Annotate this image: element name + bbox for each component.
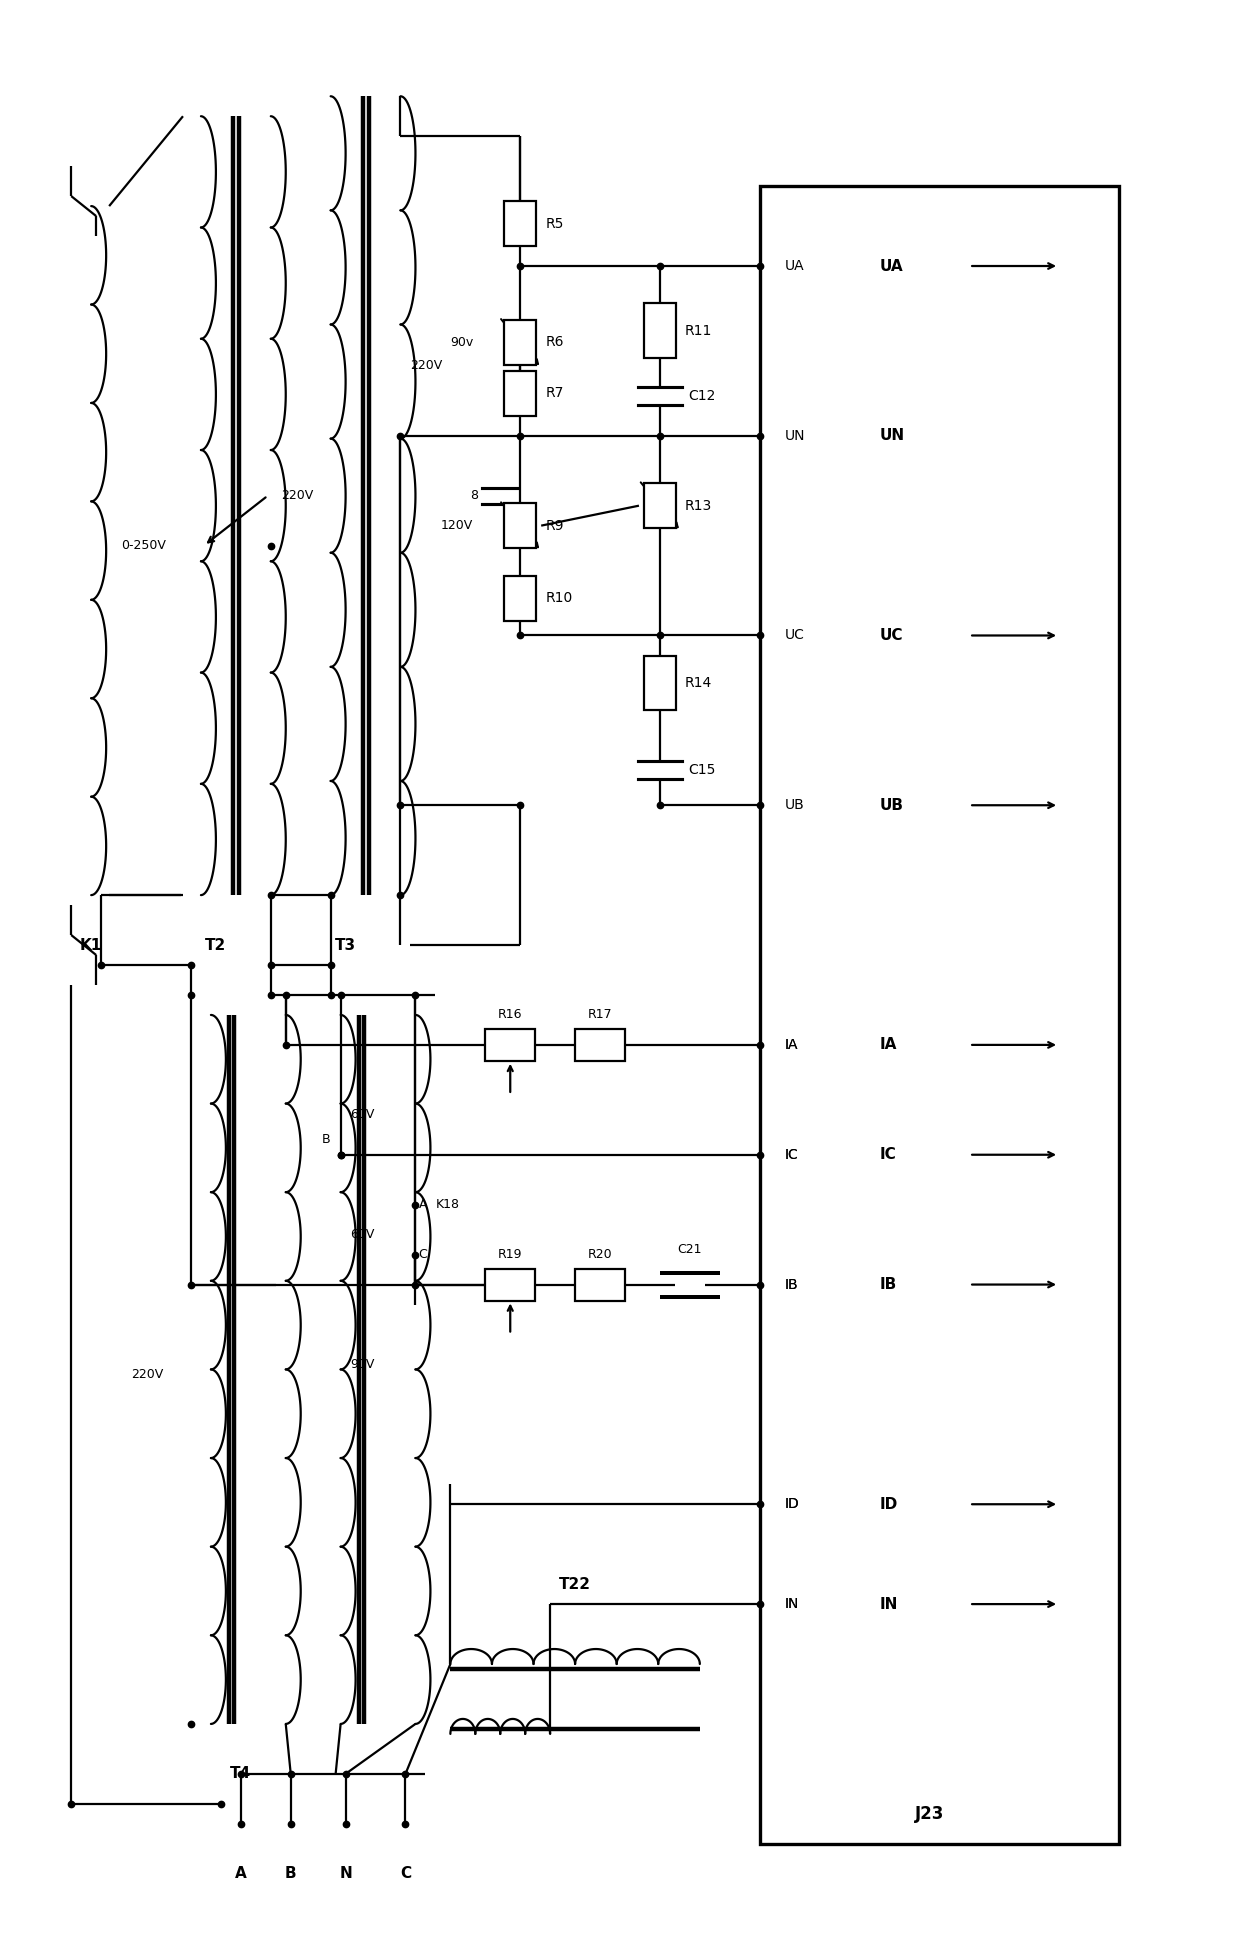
- Bar: [575, 1029, 625, 1060]
- Text: 60V: 60V: [351, 1227, 374, 1241]
- Text: UC: UC: [879, 628, 903, 644]
- Text: R10: R10: [546, 591, 573, 605]
- Text: IC: IC: [879, 1148, 897, 1163]
- Bar: [505, 371, 536, 416]
- Text: 120V: 120V: [440, 519, 472, 533]
- Text: T4: T4: [231, 1766, 252, 1782]
- Text: R20: R20: [588, 1249, 613, 1260]
- Text: R11: R11: [684, 323, 712, 338]
- Bar: [760, 187, 1118, 1844]
- Text: K18: K18: [435, 1198, 459, 1212]
- Bar: [505, 576, 536, 620]
- Text: C: C: [401, 1865, 410, 1881]
- Text: T3: T3: [335, 937, 356, 953]
- Bar: [485, 1268, 536, 1301]
- Bar: [644, 655, 676, 710]
- Text: IC: IC: [785, 1148, 799, 1161]
- Text: 220V: 220V: [410, 360, 443, 371]
- Text: R5: R5: [546, 216, 563, 231]
- Text: N: N: [340, 1865, 352, 1881]
- Text: UB: UB: [785, 797, 805, 813]
- Text: ID: ID: [785, 1498, 800, 1511]
- Text: 90V: 90V: [351, 1358, 374, 1371]
- Text: UN: UN: [785, 428, 805, 443]
- Text: IB: IB: [879, 1278, 897, 1291]
- Text: IA: IA: [785, 1039, 799, 1052]
- Text: R9: R9: [546, 519, 564, 533]
- Text: R16: R16: [498, 1008, 522, 1021]
- Bar: [505, 319, 536, 366]
- Bar: [485, 1029, 536, 1060]
- Text: B: B: [322, 1134, 331, 1146]
- Bar: [505, 504, 536, 548]
- Text: IB: IB: [785, 1278, 799, 1291]
- Text: IN: IN: [879, 1597, 898, 1612]
- Text: R6: R6: [546, 335, 564, 350]
- Text: C15: C15: [688, 762, 715, 778]
- Text: 8: 8: [470, 490, 479, 502]
- Text: IB: IB: [785, 1278, 799, 1291]
- Text: UA: UA: [879, 259, 903, 274]
- Text: C21: C21: [677, 1243, 702, 1256]
- Text: ID: ID: [785, 1498, 800, 1511]
- Text: R13: R13: [684, 498, 712, 513]
- Text: B: B: [285, 1865, 296, 1881]
- Text: IA: IA: [785, 1039, 799, 1052]
- Text: R7: R7: [546, 387, 563, 401]
- Text: K1: K1: [81, 937, 103, 953]
- Text: A: A: [234, 1865, 247, 1881]
- Text: T2: T2: [206, 937, 227, 953]
- Text: IN: IN: [785, 1597, 799, 1610]
- Text: IC: IC: [785, 1148, 799, 1161]
- Text: 60V: 60V: [351, 1109, 374, 1122]
- Text: 220V: 220V: [131, 1367, 164, 1381]
- Text: R14: R14: [684, 677, 712, 690]
- Text: UN: UN: [879, 428, 904, 443]
- Text: UA: UA: [785, 259, 805, 272]
- Text: A: A: [418, 1198, 427, 1212]
- Text: UC: UC: [785, 628, 805, 642]
- Text: IN: IN: [785, 1597, 799, 1610]
- Text: UB: UB: [879, 797, 904, 813]
- Text: R19: R19: [498, 1249, 522, 1260]
- Text: ID: ID: [879, 1498, 898, 1511]
- Text: 90v: 90v: [450, 336, 474, 348]
- Bar: [505, 200, 536, 245]
- Text: C12: C12: [688, 389, 715, 403]
- Text: C: C: [418, 1249, 428, 1260]
- Bar: [575, 1268, 625, 1301]
- Text: J23: J23: [915, 1805, 944, 1822]
- Text: 0-250V: 0-250V: [122, 539, 166, 552]
- Bar: [644, 482, 676, 529]
- Text: 220V: 220V: [280, 490, 312, 502]
- Text: T22: T22: [559, 1577, 591, 1591]
- Bar: [644, 303, 676, 358]
- Text: IA: IA: [879, 1037, 897, 1052]
- Text: R17: R17: [588, 1008, 613, 1021]
